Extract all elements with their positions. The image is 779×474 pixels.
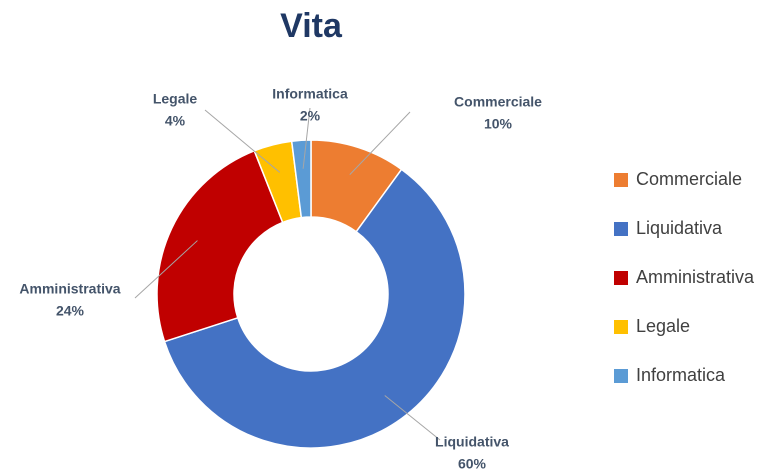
data-label-name: Legale <box>153 91 198 107</box>
legend-label: Legale <box>636 316 690 336</box>
data-label-name: Amministrativa <box>19 281 120 297</box>
leader-line <box>134 240 198 299</box>
data-label: 60% <box>458 456 487 472</box>
legend-label: Liquidativa <box>636 218 723 238</box>
data-label: 10% <box>484 116 513 132</box>
legend-swatch <box>614 369 628 383</box>
legend-swatch <box>614 222 628 236</box>
donut-slice <box>156 149 284 343</box>
leader-line <box>204 109 281 173</box>
leader-line <box>384 395 441 441</box>
legend-swatch <box>614 173 628 187</box>
legend-swatch <box>614 320 628 334</box>
data-label: 2% <box>300 108 321 124</box>
chart-title: Vita <box>280 7 343 45</box>
donut-slice <box>163 168 466 449</box>
data-label-name: Commerciale <box>454 94 542 110</box>
legend-label: Commerciale <box>636 169 742 189</box>
data-label-name: Informatica <box>272 86 348 102</box>
data-label-name: Liquidativa <box>435 434 509 450</box>
leader-line <box>302 107 311 169</box>
donut-slice <box>290 139 312 219</box>
data-label: 24% <box>56 303 85 319</box>
leader-line <box>349 111 411 175</box>
data-label: 4% <box>165 113 186 129</box>
legend-label: Amministrativa <box>636 267 755 287</box>
legend-label: Informatica <box>636 365 726 385</box>
legend-swatch <box>614 271 628 285</box>
